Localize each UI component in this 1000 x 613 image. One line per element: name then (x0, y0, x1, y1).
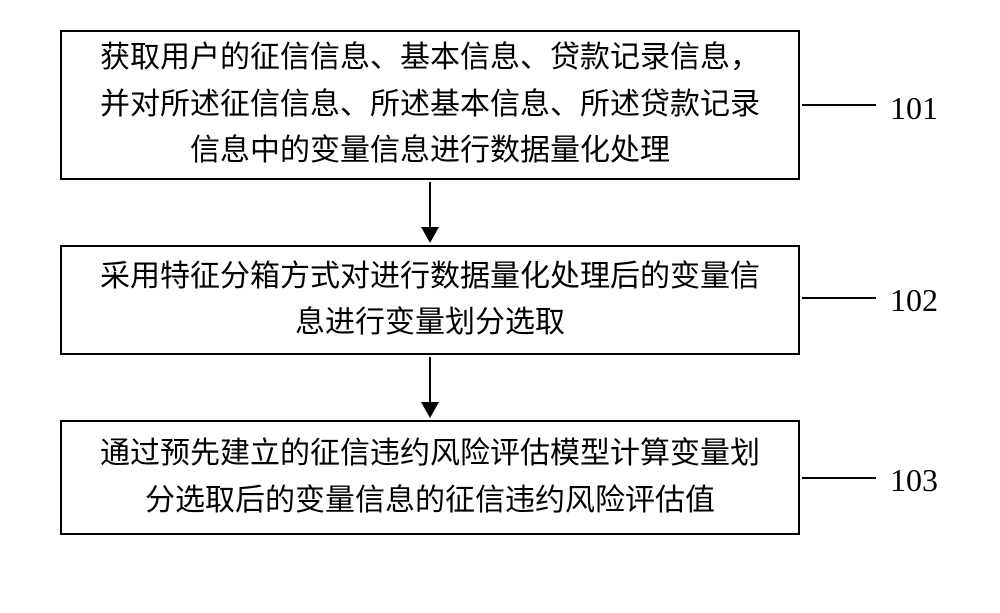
arrow-2-3-head (421, 402, 439, 418)
arrow-2-3-line (429, 357, 431, 404)
flow-step-3-label: 103 (890, 462, 938, 499)
flow-step-2: 采用特征分箱方式对进行数据量化处理后的变量信 息进行变量划分选取 (60, 245, 800, 355)
leader-2 (802, 297, 876, 299)
arrow-1-2-line (429, 182, 431, 229)
flow-step-2-label: 102 (890, 282, 938, 319)
arrow-1-2-head (421, 227, 439, 243)
flowchart-canvas: 获取用户的征信信息、基本信息、贷款记录信息， 并对所述征信信息、所述基本信息、所… (0, 0, 1000, 613)
flow-step-1-text: 获取用户的征信信息、基本信息、贷款记录信息， 并对所述征信信息、所述基本信息、所… (100, 35, 760, 175)
flow-step-1: 获取用户的征信信息、基本信息、贷款记录信息， 并对所述征信信息、所述基本信息、所… (60, 30, 800, 180)
flow-step-3-text: 通过预先建立的征信违约风险评估模型计算变量划 分选取后的变量信息的征信违约风险评… (100, 431, 760, 524)
flow-step-2-text: 采用特征分箱方式对进行数据量化处理后的变量信 息进行变量划分选取 (100, 254, 760, 347)
flow-step-3: 通过预先建立的征信违约风险评估模型计算变量划 分选取后的变量信息的征信违约风险评… (60, 420, 800, 535)
leader-3 (802, 477, 876, 479)
flow-step-1-label: 101 (890, 90, 938, 127)
leader-1 (802, 104, 876, 106)
